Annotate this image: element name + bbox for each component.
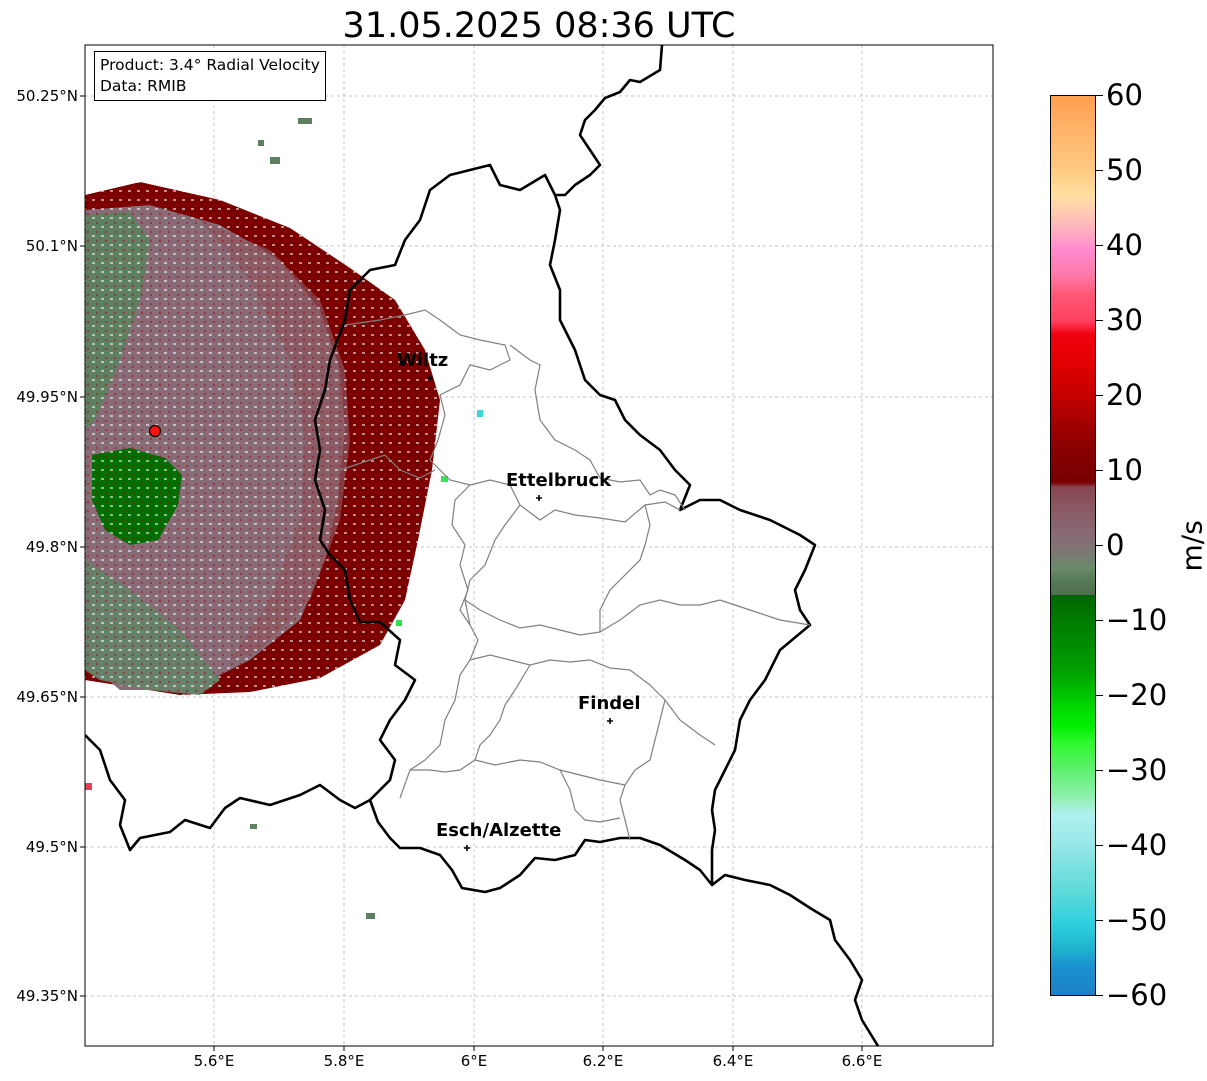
colorbar-unit-label: m/s — [1175, 520, 1207, 572]
colorbar — [1050, 95, 1096, 996]
city-label-ettelbruck: Ettelbruck — [506, 470, 612, 491]
lat-label-49-65: 49.65°N — [16, 688, 78, 706]
map-frame — [84, 44, 994, 1047]
wiltz-marker — [427, 375, 433, 381]
colorbar-tick-minus-40: −40 — [1106, 828, 1168, 862]
colorbar-tick-10: 10 — [1106, 453, 1143, 487]
colorbar-tick-minus-60: −60 — [1106, 978, 1168, 1012]
colorbar-tick-40: 40 — [1106, 228, 1143, 262]
lat-label-50-10: 50.1°N — [25, 237, 78, 255]
city-markers — [427, 375, 613, 851]
lat-label-49-80: 49.8°N — [25, 538, 78, 556]
colorbar-tick-30: 30 — [1106, 303, 1143, 337]
lat-label-49-50: 49.5°N — [25, 838, 78, 856]
lat-label-50-25: 50.25°N — [16, 87, 78, 105]
city-label-findel: Findel — [578, 693, 641, 714]
colorbar-tick-60: 60 — [1106, 78, 1143, 112]
lon-label-6-2: 6.2°E — [582, 1052, 624, 1070]
map-title: 31.05.2025 08:36 UTC — [342, 6, 736, 46]
city-label-wiltz: Wiltz — [397, 350, 449, 371]
ettelbruck-marker — [536, 495, 542, 501]
lon-label-5-6: 5.6°E — [193, 1052, 235, 1070]
colorbar-tick-minus-50: −50 — [1106, 903, 1168, 937]
colorbar-tick-minus-20: −20 — [1106, 678, 1168, 712]
findel-marker — [607, 718, 613, 724]
product-label: Product: 3.4° Radial Velocity — [100, 56, 320, 74]
colorbar-tick-50: 50 — [1106, 153, 1143, 187]
city-label-esch-alzette: Esch/Alzette — [436, 820, 562, 841]
lon-label-6-4: 6.4°E — [712, 1052, 754, 1070]
data-source-label: Data: RMIB — [100, 77, 187, 95]
colorbar-tick-20: 20 — [1106, 378, 1143, 412]
lon-label-5-8: 5.8°E — [323, 1052, 365, 1070]
colorbar-tick-0: 0 — [1106, 528, 1125, 562]
colorbar-tick-minus-10: −10 — [1106, 603, 1168, 637]
esch-alzette-marker — [464, 845, 470, 851]
product-info-box: Product: 3.4° Radial Velocity Data: RMIB — [94, 51, 326, 101]
radar-velocity-field — [85, 118, 483, 919]
radar-site-marker — [148, 424, 162, 438]
lon-label-6-0: 6°E — [460, 1052, 488, 1070]
lat-label-49-95: 49.95°N — [16, 388, 78, 406]
lat-label-49-35: 49.35°N — [16, 987, 78, 1005]
canton-boundaries — [339, 309, 811, 841]
radar-speckle — [85, 182, 440, 695]
national-borders — [85, 45, 880, 1046]
lon-label-6-6: 6.6°E — [841, 1052, 883, 1070]
colorbar-tick-minus-30: −30 — [1106, 753, 1168, 787]
